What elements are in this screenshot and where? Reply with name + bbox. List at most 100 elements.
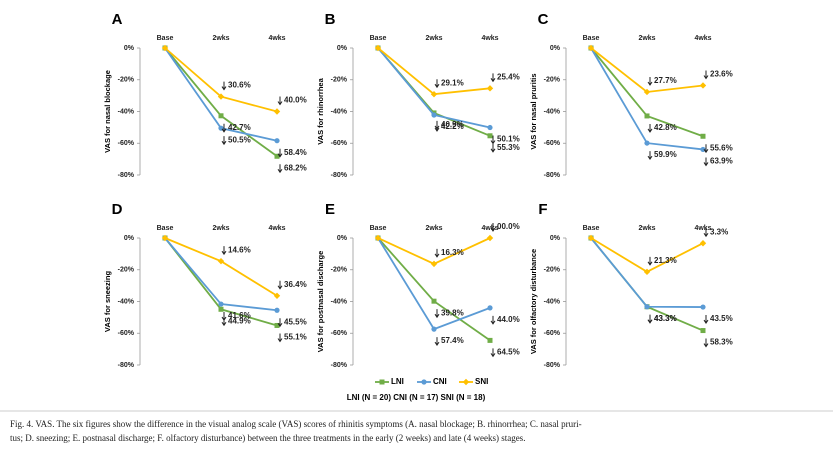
x-tick-label: 2wks xyxy=(638,225,655,232)
x-tick-label: 2wks xyxy=(425,35,442,42)
y-tick-label: -20% xyxy=(118,267,135,274)
caption-line: tus; D. sneezing; E. postnasal discharge… xyxy=(10,433,525,443)
y-axis-label: VAS for sneezing xyxy=(103,271,112,333)
point xyxy=(643,88,651,96)
value-label: 43.5% xyxy=(710,314,733,323)
point xyxy=(486,85,494,92)
y-tick-label: -60% xyxy=(331,330,348,337)
down-arrow xyxy=(490,348,496,358)
x-tick-label: Base xyxy=(157,35,174,42)
down-arrow xyxy=(277,333,283,343)
series-line xyxy=(164,47,278,113)
down-arrow xyxy=(703,338,709,348)
value-label: 55.1% xyxy=(284,333,307,342)
point xyxy=(374,234,382,242)
legend-marker xyxy=(462,378,470,386)
y-tick-label: -40% xyxy=(118,108,135,115)
y-tick-label: -40% xyxy=(544,108,561,115)
y-axis-label: VAS for postnasal discharge xyxy=(316,251,325,353)
value-label: 45.5% xyxy=(284,317,307,326)
value-label: 16.3% xyxy=(441,248,464,257)
value-label: 43.3% xyxy=(654,314,677,323)
legend-label: LNI xyxy=(391,377,404,386)
down-arrow xyxy=(221,312,227,321)
point xyxy=(431,326,437,332)
y-tick-label: -40% xyxy=(118,298,135,305)
down-arrow xyxy=(221,136,227,146)
point xyxy=(161,44,169,52)
point xyxy=(699,82,707,89)
point xyxy=(700,328,706,334)
panel-label: E xyxy=(325,201,335,218)
value-label: 44.9% xyxy=(228,316,251,325)
x-tick-label: 4wks xyxy=(694,35,711,42)
y-axis-label: VAS for nasal pruritis xyxy=(529,73,538,149)
point xyxy=(218,113,224,119)
x-tick-label: 4wks xyxy=(481,35,498,42)
point xyxy=(161,234,169,242)
down-arrow xyxy=(277,280,283,290)
y-tick-label: 0% xyxy=(337,45,348,52)
value-label: 63.9% xyxy=(710,157,733,166)
point xyxy=(644,113,650,119)
y-tick-label: -60% xyxy=(544,330,561,337)
y-tick-label: -40% xyxy=(331,298,348,305)
panel-label: B xyxy=(325,11,336,28)
value-label: 3.3% xyxy=(710,227,728,236)
y-tick-label: -20% xyxy=(544,267,561,274)
down-arrow xyxy=(490,143,496,153)
y-tick-label: -60% xyxy=(118,140,135,147)
point xyxy=(644,140,650,146)
point xyxy=(487,305,493,311)
y-tick-label: 0% xyxy=(550,45,561,52)
legend-marker xyxy=(421,379,427,385)
down-arrow xyxy=(703,70,709,80)
panel-label: D xyxy=(112,201,123,218)
y-tick-label: -40% xyxy=(331,108,348,115)
panel-label: C xyxy=(538,11,549,28)
down-arrow xyxy=(490,135,496,145)
x-tick-label: Base xyxy=(583,225,600,232)
value-label: 00.0% xyxy=(497,222,520,231)
point xyxy=(274,153,280,159)
value-label: 36.4% xyxy=(284,280,307,289)
point xyxy=(274,138,280,144)
down-arrow xyxy=(277,318,283,328)
series-line xyxy=(164,237,278,312)
point xyxy=(700,304,706,310)
down-arrow xyxy=(647,76,653,86)
panel-label: A xyxy=(112,11,123,28)
value-label: 57.4% xyxy=(441,336,464,345)
down-arrow xyxy=(434,248,440,258)
legend-label: CNI xyxy=(433,377,447,386)
value-label: 23.6% xyxy=(710,70,733,79)
x-tick-label: Base xyxy=(157,225,174,232)
series-line xyxy=(377,237,491,265)
y-tick-label: -80% xyxy=(544,172,561,179)
value-label: 30.6% xyxy=(228,81,251,90)
y-tick-label: -20% xyxy=(118,77,135,84)
y-tick-label: -60% xyxy=(544,140,561,147)
x-tick-label: 4wks xyxy=(481,225,498,232)
point xyxy=(487,337,493,343)
value-label: 58.3% xyxy=(710,338,733,347)
value-label: 21.3% xyxy=(654,256,677,265)
point xyxy=(273,108,281,115)
caption-line: Fig. 4. VAS. The six figures show the di… xyxy=(10,419,582,429)
y-tick-label: -80% xyxy=(331,362,348,369)
x-tick-label: 4wks xyxy=(268,35,285,42)
value-label: 50.1% xyxy=(497,135,520,144)
value-label: 41.6% xyxy=(228,311,251,320)
x-tick-label: 2wks xyxy=(212,35,229,42)
point xyxy=(643,268,651,276)
point xyxy=(273,292,281,299)
legend-marker xyxy=(379,379,385,385)
x-tick-label: Base xyxy=(370,225,387,232)
y-tick-label: -20% xyxy=(331,267,348,274)
down-arrow xyxy=(703,144,709,154)
y-axis-label: VAS for rhinorrhea xyxy=(316,77,325,144)
point xyxy=(486,234,494,242)
point xyxy=(699,240,707,247)
y-tick-label: 0% xyxy=(337,235,348,242)
y-tick-label: 0% xyxy=(124,45,135,52)
